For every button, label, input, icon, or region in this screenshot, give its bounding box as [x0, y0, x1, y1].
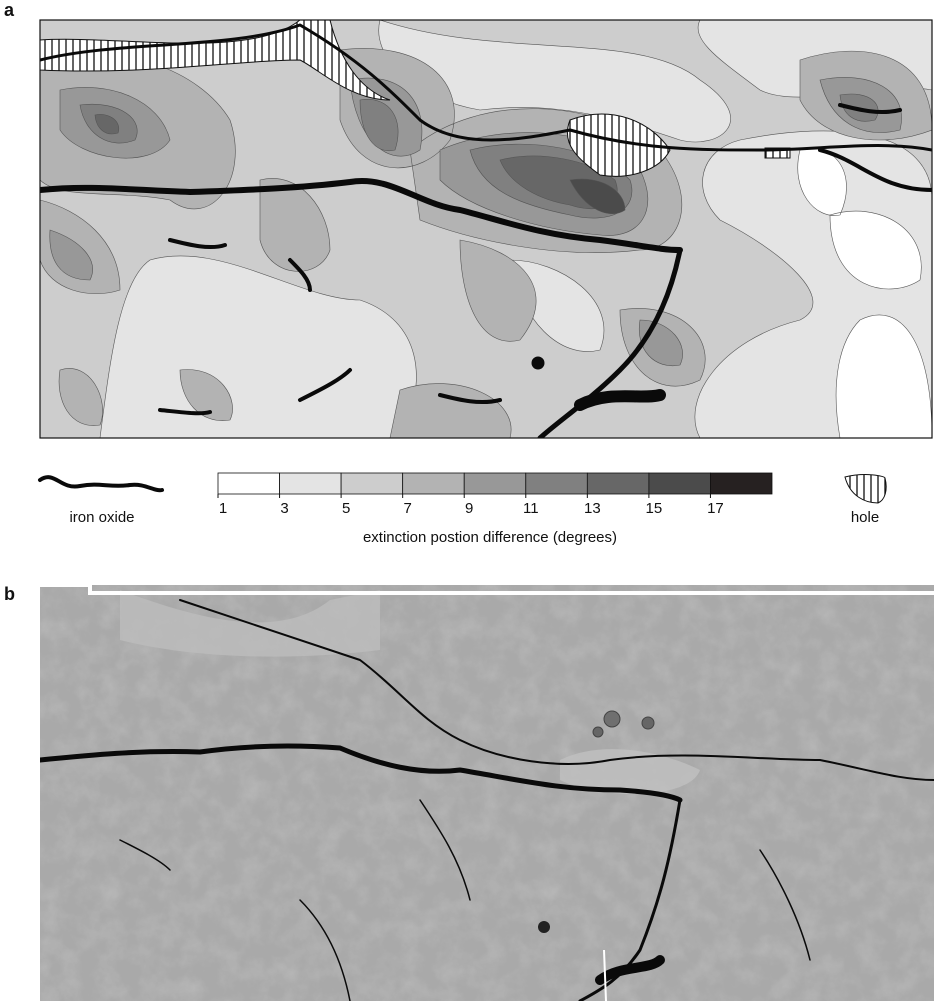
colorbar-tick-label: 1 [219, 500, 227, 517]
hole-legend: hole [845, 475, 886, 526]
micrograph [40, 585, 934, 1001]
colorbar-bin [710, 473, 772, 494]
colorbar-tick-label: 13 [584, 500, 601, 517]
panel-label: b [4, 584, 15, 604]
colorbar-tick-label: 5 [342, 500, 350, 517]
colorbar-bin [526, 473, 588, 494]
colorbar-tick-label: 3 [280, 500, 288, 517]
colorbar-label: extinction postion difference (degrees) [363, 529, 617, 546]
contour-map [40, 20, 932, 438]
colorbar-bin [403, 473, 465, 494]
colorbar-tick-label: 17 [707, 500, 724, 517]
colorbar-tick-label: 7 [403, 500, 411, 517]
colorbar-bin [280, 473, 342, 494]
colorbar-bin [341, 473, 403, 494]
figure: a b iron oxide 1357911131517 extinction … [0, 0, 934, 1001]
colorbar-bin [464, 473, 526, 494]
colorbar-bin [218, 473, 280, 494]
iron-oxide-legend: iron oxide [40, 477, 162, 526]
colorbar-tick-label: 15 [646, 500, 663, 517]
legend-label: hole [851, 509, 879, 526]
panel-label: a [4, 0, 15, 20]
colorbar-tick-label: 11 [523, 500, 539, 517]
colorbar-bin [649, 473, 711, 494]
colorbar-tick-label: 9 [465, 500, 473, 517]
colorbar-bin [587, 473, 649, 494]
legend-label: iron oxide [69, 509, 134, 526]
